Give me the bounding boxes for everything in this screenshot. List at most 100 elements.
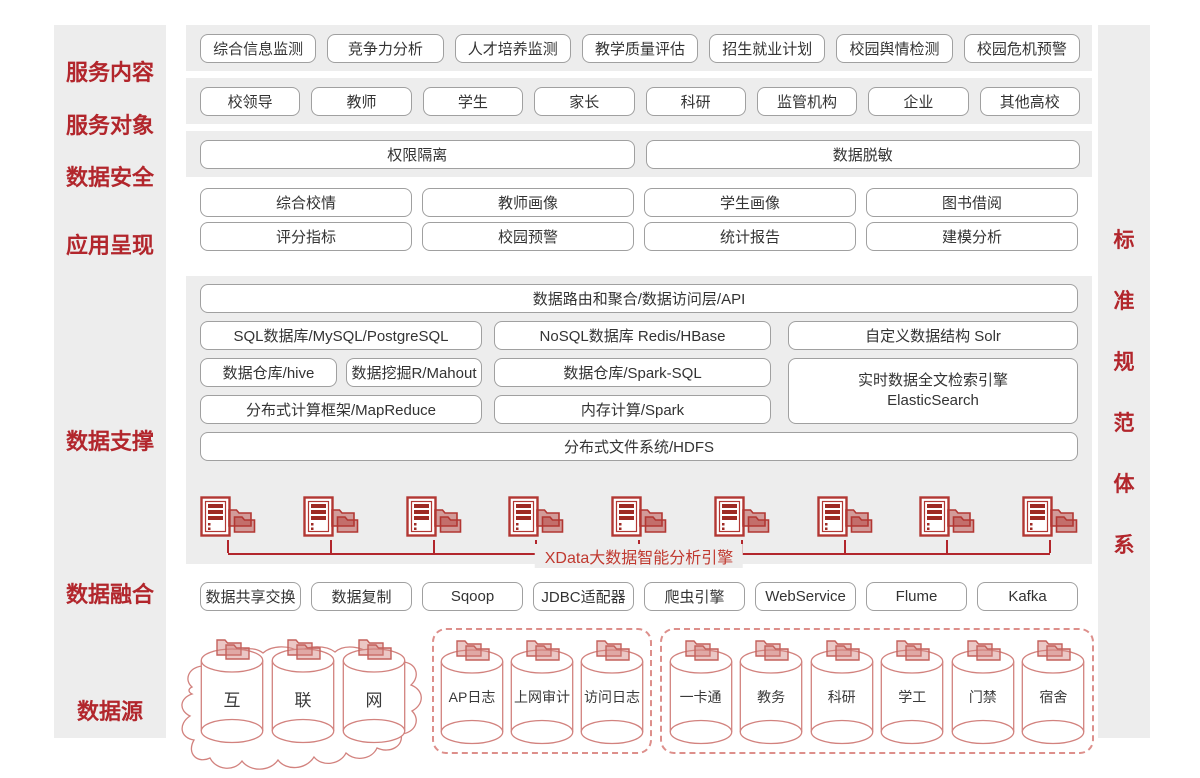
log-datasource-group: AP日志 上网审计 访问日志 [432, 628, 652, 754]
cylinder-label: 教务 [757, 689, 786, 705]
service-content-item: 综合信息监测 [200, 33, 317, 63]
database-cylinder: 宿舍 [1021, 649, 1085, 745]
section-label-data-support: 数据支撑 [65, 429, 154, 454]
service-content-item: 招生就业计划 [709, 33, 826, 63]
cylinder-label: 访问日志 [584, 689, 640, 705]
sql-db-box: SQL数据库/MySQL/PostgreSQL [200, 321, 482, 350]
database-cylinder: 网 [342, 648, 406, 744]
folder-icon [215, 635, 251, 661]
app-item: 建模分析 [866, 222, 1078, 251]
service-target-band: 校领导 教师 学生 家长 科研 监管机构 企业 其他高校 [186, 78, 1092, 124]
database-cylinder: 学工 [880, 649, 944, 745]
service-content-item: 人才培养监测 [454, 33, 571, 63]
document-folder-icon [611, 496, 667, 553]
fusion-item: JDBC适配器 [533, 582, 634, 611]
database-cylinder: 门禁 [951, 649, 1015, 745]
cylinder-label: 互 [223, 691, 241, 710]
left-section-column: 服务内容 服务对象 数据安全 应用呈现 数据支撑 数据融合 数据源 [54, 25, 166, 738]
service-target-item: 监管机构 [756, 86, 858, 116]
section-label-service-targets: 服务对象 [65, 113, 154, 138]
data-support-band: 数据路由和聚合/数据访问层/API SQL数据库/MySQL/PostgreSQ… [186, 276, 1092, 568]
app-item: 学生画像 [644, 188, 856, 217]
service-content-item: 校园舆情检测 [836, 33, 953, 63]
hdfs-box: 分布式文件系统/HDFS [200, 432, 1078, 461]
section-label-data-source: 数据源 [76, 699, 143, 724]
database-cylinder: 科研 [810, 649, 874, 745]
folder-icon [895, 636, 931, 662]
document-folder-icon [303, 496, 359, 553]
document-folder-icon [714, 496, 770, 553]
document-folder-icon [919, 496, 975, 553]
app-item: 教师画像 [422, 188, 634, 217]
elasticsearch-line1: 实时数据全文检索引擎 [857, 372, 1008, 389]
data-security-item: 数据脱敏 [645, 139, 1080, 169]
database-cylinder: 上网审计 [510, 649, 574, 745]
app-item: 评分指标 [200, 222, 412, 251]
document-folder-icon [406, 496, 462, 553]
cylinder-label: 网 [365, 691, 383, 710]
document-folder-icon [1022, 496, 1078, 553]
database-cylinder: 访问日志 [580, 649, 644, 745]
folder-icon [357, 635, 393, 661]
service-target-item: 教师 [311, 86, 412, 116]
app-item: 校园预警 [422, 222, 634, 251]
folder-icon [966, 636, 1002, 662]
cylinder-label: 联 [294, 691, 312, 710]
fusion-item: 数据共享交换 [200, 582, 301, 611]
app-item: 图书借阅 [866, 188, 1078, 217]
cylinder-label: 宿舍 [1039, 689, 1068, 705]
service-target-item: 其他高校 [979, 86, 1080, 116]
hive-box: 数据仓库/hive [200, 358, 337, 387]
spark-box: 内存计算/Spark [494, 395, 771, 424]
internet-datasource-group: 互 联 网 [200, 648, 406, 744]
folder-icon [825, 636, 861, 662]
solr-box: 自定义数据结构 Solr [788, 321, 1078, 350]
elasticsearch-box: 实时数据全文检索引擎 ElasticSearch [788, 358, 1078, 424]
folder-icon [754, 636, 790, 662]
service-target-item: 企业 [868, 86, 969, 116]
standards-char: 范 [1113, 412, 1135, 435]
data-fusion-row: 数据共享交换 数据复制 Sqoop JDBC适配器 爬虫引擎 WebServic… [200, 582, 1078, 611]
fusion-item: WebService [755, 582, 856, 611]
database-cylinder: 联 [271, 648, 335, 744]
standards-char: 体 [1113, 473, 1135, 496]
service-target-item: 科研 [645, 86, 746, 116]
section-label-service-content: 服务内容 [65, 60, 154, 85]
folder-icon [1036, 636, 1072, 662]
spark-sql-box: 数据仓库/Spark-SQL [494, 358, 771, 387]
fusion-item: Kafka [977, 582, 1078, 611]
service-target-item: 家长 [534, 86, 635, 116]
business-datasource-group: 一卡通 教务 科研 学工 门禁 宿舍 [660, 628, 1094, 754]
section-label-data-security: 数据安全 [65, 165, 154, 190]
cylinder-label: 学工 [898, 689, 927, 705]
elasticsearch-line2: ElasticSearch [887, 392, 979, 409]
document-folder-icon [508, 496, 564, 553]
cylinder-label: AP日志 [448, 689, 496, 705]
standards-char: 准 [1113, 290, 1135, 313]
standards-char: 规 [1113, 351, 1135, 374]
folder-icon [455, 636, 491, 662]
cylinder-label: 上网审计 [514, 689, 570, 705]
database-cylinder: 教务 [739, 649, 803, 745]
data-security-band: 权限隔离 数据脱敏 [186, 131, 1092, 177]
app-item: 统计报告 [644, 222, 856, 251]
folder-icon [684, 636, 720, 662]
mapreduce-box: 分布式计算框架/MapReduce [200, 395, 482, 424]
fusion-item: Flume [866, 582, 967, 611]
app-presentation-row: 综合校情 教师画像 学生画像 图书借阅 [200, 188, 1078, 217]
app-item: 综合校情 [200, 188, 412, 217]
document-folder-icon [200, 496, 256, 553]
cylinder-label: 门禁 [968, 689, 997, 705]
data-security-item: 权限隔离 [200, 139, 635, 169]
database-cylinder: 一卡通 [669, 649, 733, 745]
document-folder-icon [817, 496, 873, 553]
standards-system-column: 标 准 规 范 体 系 [1098, 25, 1150, 738]
folder-icon [525, 636, 561, 662]
service-target-item: 学生 [422, 86, 524, 116]
service-content-item: 校园危机预警 [963, 33, 1080, 63]
folder-icon [595, 636, 631, 662]
database-cylinder: AP日志 [440, 649, 504, 745]
folder-icon [286, 635, 322, 661]
cylinder-label: 科研 [827, 689, 856, 705]
fusion-item: 爬虫引擎 [644, 582, 745, 611]
